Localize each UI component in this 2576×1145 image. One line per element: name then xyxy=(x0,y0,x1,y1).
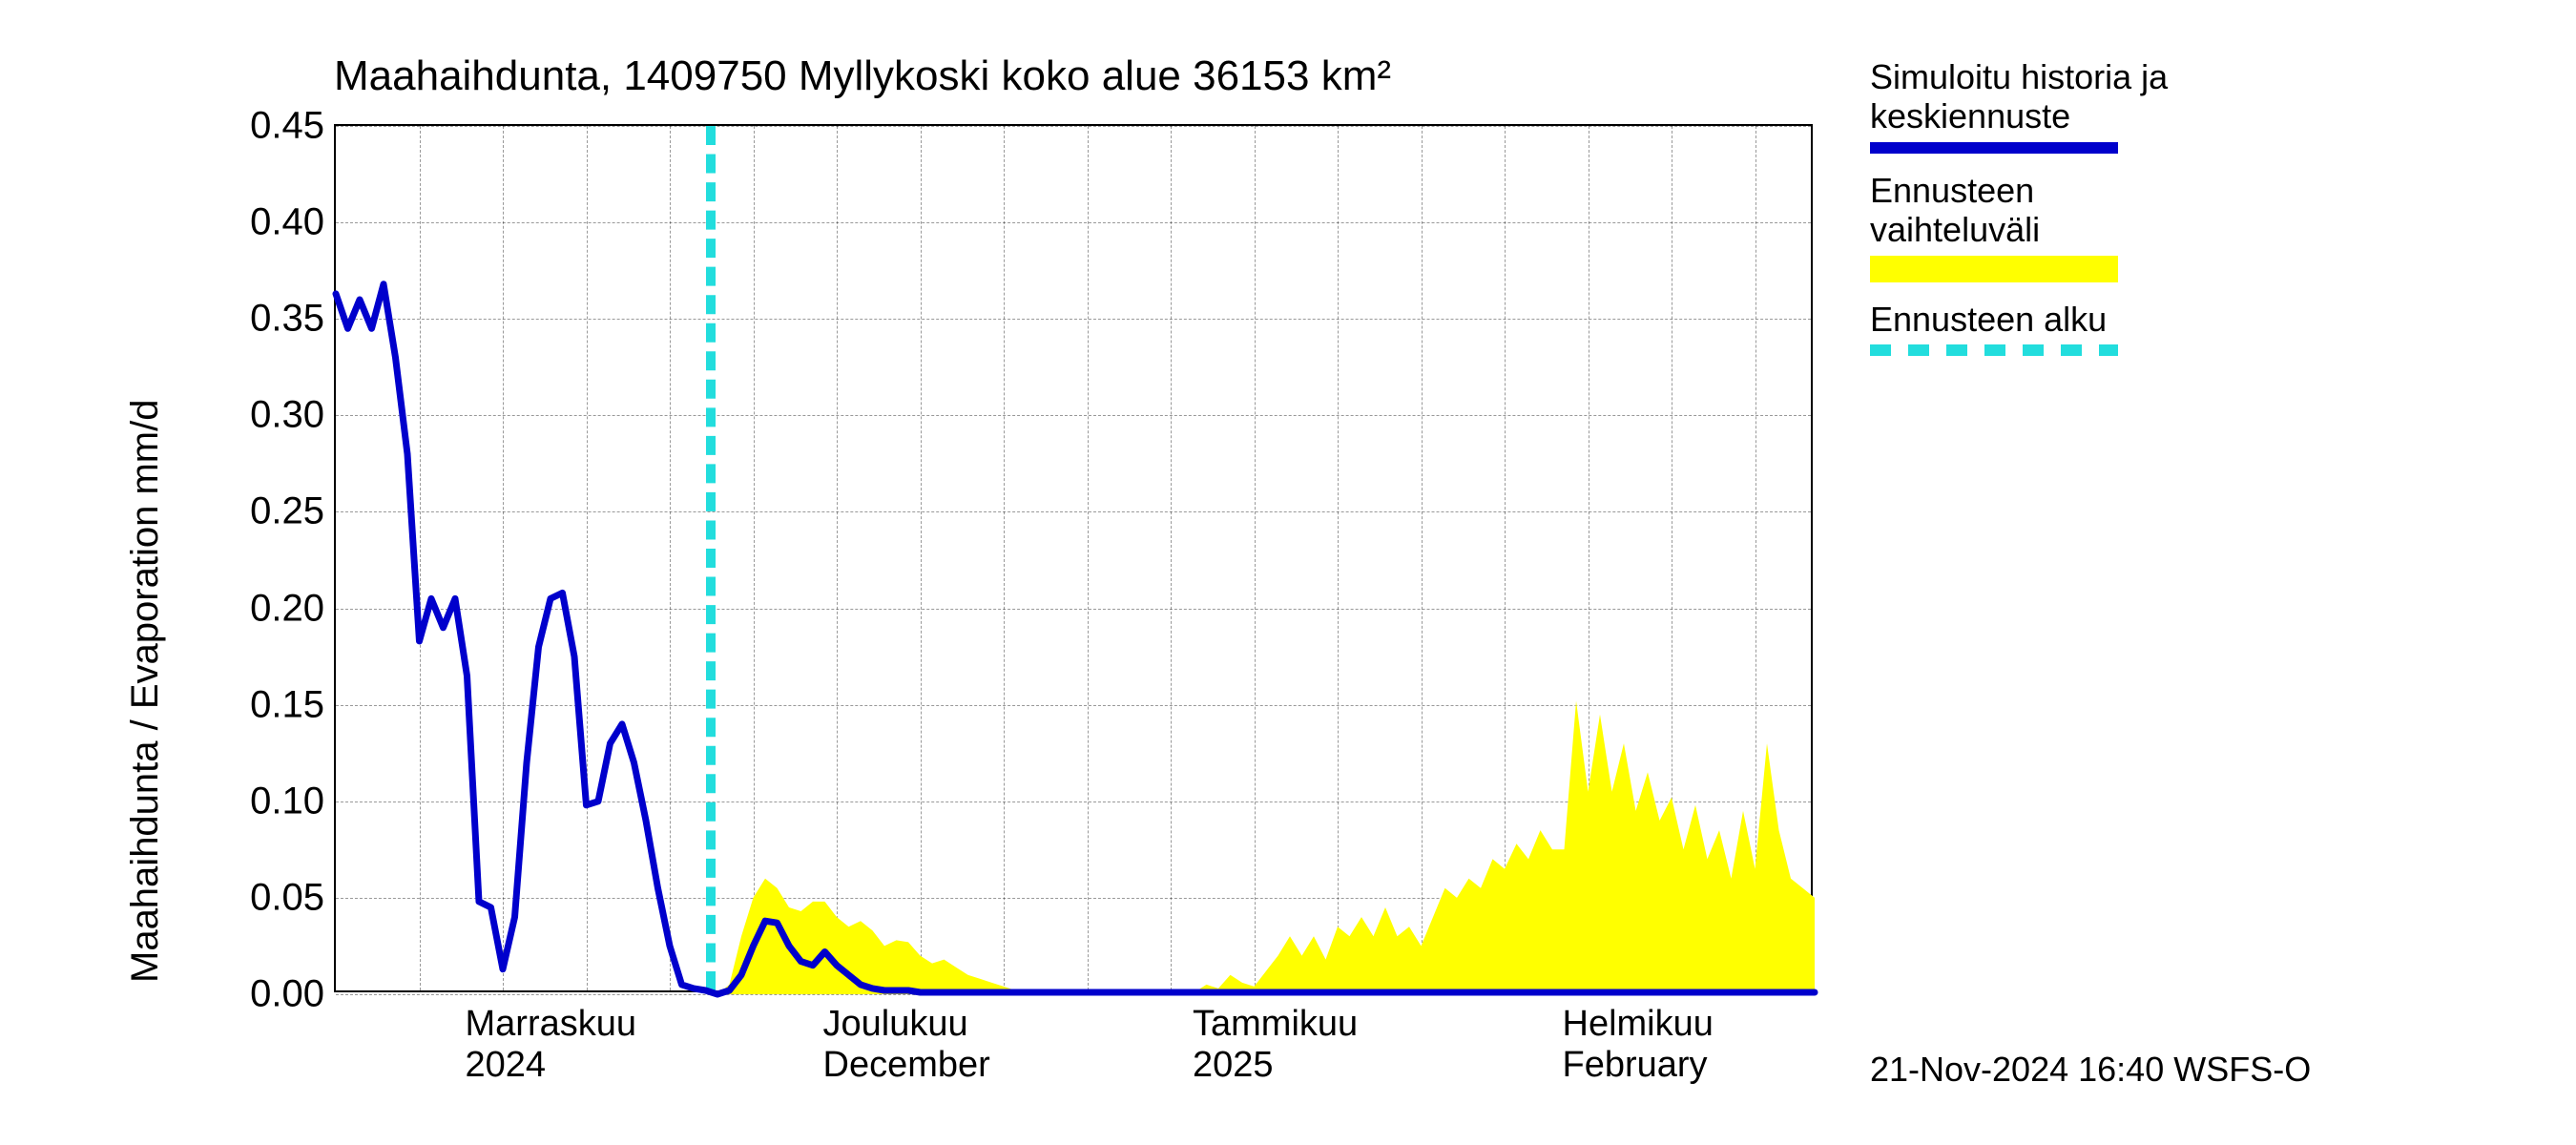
chart-container: Maahaihdunta, 1409750 Myllykoski koko al… xyxy=(0,0,2576,1145)
legend-swatch xyxy=(1870,344,2118,356)
y-axis-label: Maahaihdunta / Evaporation mm/d xyxy=(124,400,167,983)
footer-timestamp: 21-Nov-2024 16:40 WSFS-O xyxy=(1870,1050,2311,1090)
y-tick-label: 0.15 xyxy=(250,683,336,726)
x-tick-label: HelmikuuFebruary xyxy=(1563,1004,1714,1086)
y-tick-label: 0.25 xyxy=(250,490,336,533)
forecast-band xyxy=(706,701,1816,994)
legend-swatch xyxy=(1870,256,2118,282)
y-tick-label: 0.20 xyxy=(250,587,336,630)
legend-label: Ennusteen alku xyxy=(1870,300,2213,339)
y-tick-label: 0.30 xyxy=(250,394,336,437)
y-tick-label: 0.05 xyxy=(250,876,336,919)
y-tick-label: 0.40 xyxy=(250,201,336,244)
y-tick-label: 0.45 xyxy=(250,105,336,148)
y-tick-label: 0.00 xyxy=(250,973,336,1016)
y-tick-label: 0.10 xyxy=(250,780,336,822)
legend-label: Ennusteen vaihteluväli xyxy=(1870,171,2213,250)
plot-area: 0.000.050.100.150.200.250.300.350.400.45 xyxy=(334,124,1813,992)
x-tick-label: Tammikuu2025 xyxy=(1193,1004,1358,1086)
x-tick-label: Marraskuu2024 xyxy=(466,1004,637,1086)
legend-entry: Ennusteen vaihteluväli xyxy=(1870,171,2213,282)
x-tick-label: JoulukuuDecember xyxy=(823,1004,990,1086)
legend-swatch xyxy=(1870,142,2118,154)
data-layer xyxy=(336,126,1815,994)
chart-title: Maahaihdunta, 1409750 Myllykoski koko al… xyxy=(334,52,1391,100)
legend: Simuloitu historia ja keskiennuste Ennust… xyxy=(1870,57,2213,373)
legend-label: Simuloitu historia ja keskiennuste xyxy=(1870,57,2213,136)
legend-entry: Simuloitu historia ja keskiennuste xyxy=(1870,57,2213,154)
y-tick-label: 0.35 xyxy=(250,298,336,341)
legend-entry: Ennusteen alku xyxy=(1870,300,2213,356)
